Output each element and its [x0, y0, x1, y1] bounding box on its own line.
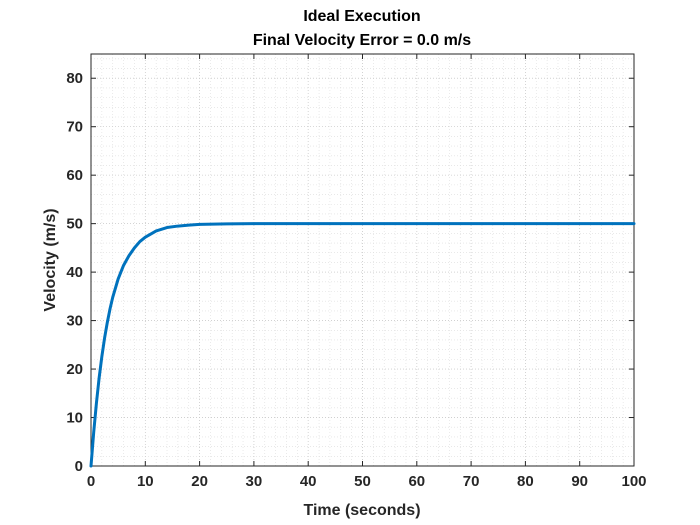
chart-title: Ideal Execution [303, 8, 420, 25]
x-tick-label: 30 [246, 473, 263, 490]
grid [90, 54, 635, 467]
x-tick-labels: 0 10 20 30 40 50 60 70 80 90 100 [87, 473, 647, 490]
plot-frame [90, 53, 635, 467]
x-tick-label: 80 [517, 473, 534, 490]
x-tick-label: 20 [191, 473, 208, 490]
y-tick-label: 20 [66, 361, 83, 378]
y-tick-labels: 0 10 20 30 40 50 60 70 80 [66, 70, 83, 475]
x-tick-label: 60 [408, 473, 425, 490]
y-tick-label: 80 [66, 70, 83, 87]
x-tick-label: 40 [300, 473, 317, 490]
x-tick-label: 70 [463, 473, 480, 490]
y-tick-label: 60 [66, 167, 83, 184]
x-axis-label: Time (seconds) [303, 502, 420, 519]
x-tick-label: 100 [621, 473, 646, 490]
y-tick-label: 50 [66, 216, 83, 233]
x-tick-label: 90 [571, 473, 588, 490]
y-tick-label: 10 [66, 410, 83, 427]
y-axis-label: Velocity (m/s) [42, 208, 59, 311]
x-tick-label: 50 [354, 473, 371, 490]
y-tick-label: 30 [66, 313, 83, 330]
tick-marks [90, 54, 635, 467]
y-tick-label: 0 [75, 458, 83, 475]
chart-subtitle: Final Velocity Error = 0.0 m/s [253, 32, 471, 49]
x-tick-label: 10 [137, 473, 154, 490]
y-tick-label: 70 [66, 119, 83, 136]
y-tick-label: 40 [66, 264, 83, 281]
x-tick-label: 0 [87, 473, 95, 490]
velocity-series-line [89, 222, 636, 468]
